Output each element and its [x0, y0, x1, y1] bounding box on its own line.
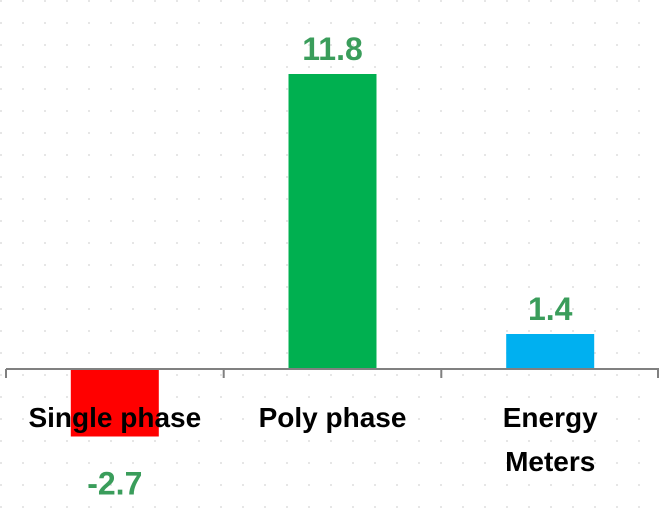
category-labels: Single phase Poly phase Energy Meters [28, 402, 598, 477]
bar-single-phase [70, 369, 159, 437]
category-label-line: Single phase [28, 402, 201, 433]
category-label-poly-phase: Poly phase [259, 402, 407, 433]
data-label-single-phase: -2.7 [87, 466, 142, 502]
data-label-poly-phase: 11.8 [302, 31, 363, 67]
bar-energy-meters [506, 334, 595, 369]
bar-poly-phase [288, 74, 377, 369]
category-label-single-phase: Single phase [28, 402, 201, 433]
category-label-line: Poly phase [259, 402, 407, 433]
bars-layer [70, 74, 595, 437]
data-label-energy-meters: 1.4 [528, 291, 573, 327]
category-label-line: Energy [503, 402, 598, 433]
data-labels: -2.7 11.8 1.4 [87, 31, 572, 502]
x-axis [5, 368, 659, 378]
category-label-line: Meters [505, 446, 595, 477]
category-label-energy-meters: Energy Meters [503, 402, 598, 477]
